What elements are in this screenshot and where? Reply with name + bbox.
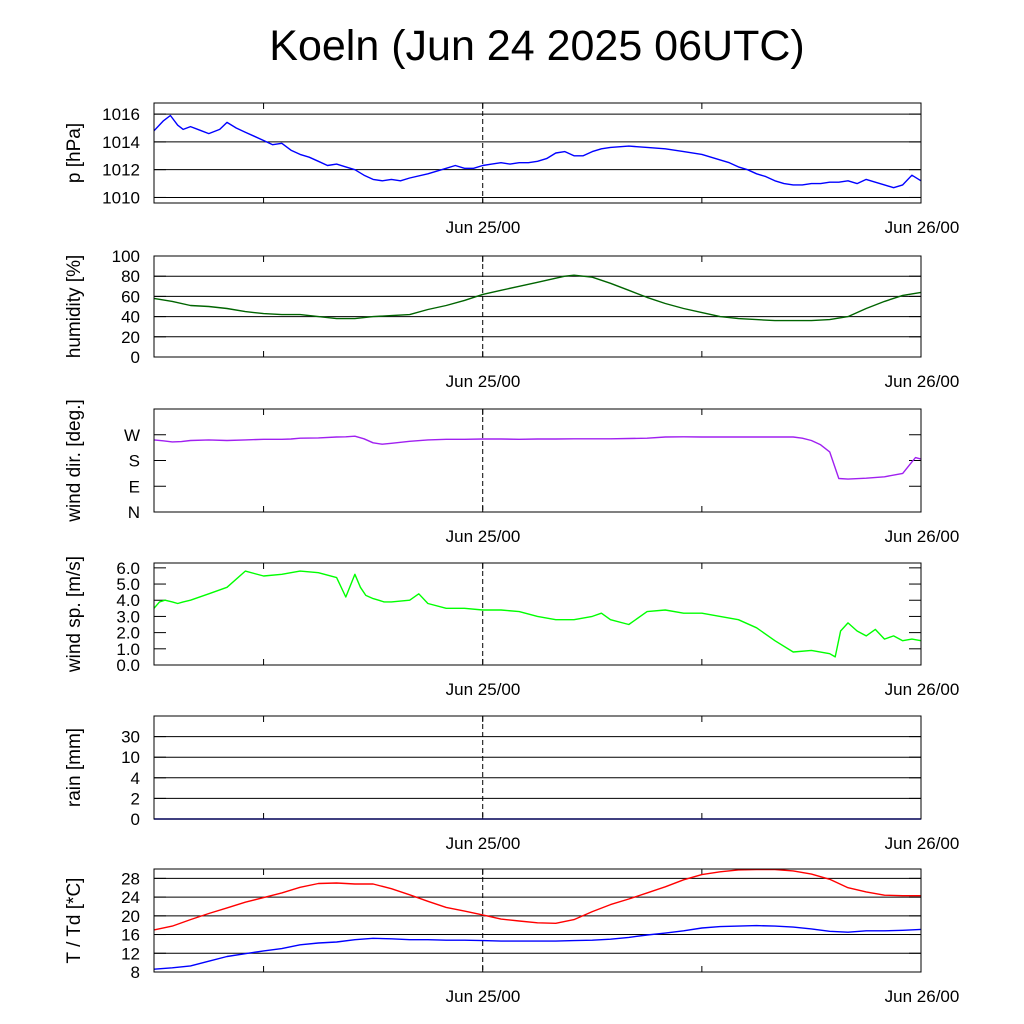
y-tick-label: 1.0 bbox=[116, 640, 140, 659]
x-tick-label: Jun 26/00 bbox=[885, 218, 960, 237]
y-tick-label: 40 bbox=[121, 308, 140, 327]
y-tick-label: 20 bbox=[121, 907, 140, 926]
y-tick-label: 24 bbox=[121, 888, 140, 907]
plot-frame bbox=[153, 715, 922, 820]
y-axis-label: p [hPa] bbox=[64, 123, 85, 183]
y-tick-label: W bbox=[124, 426, 140, 445]
series-line bbox=[153, 274, 922, 322]
plot-frame bbox=[153, 562, 922, 666]
y-tick-label: 10 bbox=[121, 748, 140, 767]
y-tick-label: 20 bbox=[121, 328, 140, 347]
y-tick-label: E bbox=[129, 477, 140, 496]
plot-frame bbox=[153, 255, 922, 358]
y-tick-label: 2 bbox=[131, 789, 140, 808]
y-tick-label: 12 bbox=[121, 944, 140, 963]
y-tick-label: 0.0 bbox=[116, 656, 140, 675]
y-tick-label: 3.0 bbox=[116, 607, 140, 626]
y-tick-label: 16 bbox=[121, 926, 140, 945]
y-axis-label: wind sp. [m/s] bbox=[64, 556, 85, 673]
y-axis-label: humidity [%] bbox=[64, 255, 85, 358]
y-tick-label: 1014 bbox=[102, 133, 140, 152]
series-line bbox=[153, 435, 922, 480]
y-tick-label: 8 bbox=[131, 963, 140, 982]
series-line bbox=[153, 114, 922, 189]
y-axis-label: wind dir. [deg.] bbox=[64, 399, 85, 523]
x-tick-label: Jun 25/00 bbox=[446, 680, 521, 699]
y-axis-label: T / Td [*C] bbox=[64, 878, 85, 964]
x-tick-label: Jun 25/00 bbox=[446, 987, 521, 1006]
panel-1: 1010 1012 1014 1016 Jun 25/00 Jun 26/00 p [hPa… bbox=[64, 102, 960, 237]
x-tick-label: Jun 25/00 bbox=[446, 218, 521, 237]
y-tick-label: 60 bbox=[121, 287, 140, 306]
y-tick-label: N bbox=[128, 503, 140, 522]
chart-title: Koeln (Jun 24 2025 06UTC) bbox=[269, 22, 805, 70]
y-axis-label: rain [mm] bbox=[64, 728, 85, 807]
x-tick-label: Jun 26/00 bbox=[885, 834, 960, 853]
y-tick-label: 1016 bbox=[102, 105, 140, 124]
y-tick-label: 4.0 bbox=[116, 591, 140, 610]
x-tick-label: Jun 26/00 bbox=[885, 372, 960, 391]
plot-frame bbox=[153, 408, 922, 513]
y-tick-label: 1012 bbox=[102, 161, 140, 180]
y-tick-label: 1010 bbox=[102, 188, 140, 207]
y-tick-label: 0 bbox=[131, 348, 140, 367]
series-line bbox=[153, 570, 922, 658]
panel-4: 0.01.02.03.04.05.06.0 Jun 25/00 Jun 26/00 w… bbox=[64, 556, 959, 699]
x-tick-label: Jun 25/00 bbox=[446, 527, 521, 546]
plot-frame bbox=[153, 102, 922, 204]
series-line bbox=[153, 924, 922, 970]
y-tick-label: S bbox=[129, 452, 140, 471]
y-tick-label: 5.0 bbox=[116, 575, 140, 594]
x-tick-label: Jun 25/00 bbox=[446, 834, 521, 853]
x-tick-label: Jun 26/00 bbox=[885, 987, 960, 1006]
x-tick-label: Jun 26/00 bbox=[885, 527, 960, 546]
y-tick-label: 0 bbox=[131, 810, 140, 829]
y-tick-label: 2.0 bbox=[116, 624, 140, 643]
y-tick-label: 100 bbox=[112, 247, 140, 266]
y-tick-label: 4 bbox=[131, 769, 140, 788]
y-tick-label: 28 bbox=[121, 869, 140, 888]
y-tick-label: 6.0 bbox=[116, 559, 140, 578]
series-line bbox=[153, 868, 921, 931]
x-tick-label: Jun 26/00 bbox=[885, 680, 960, 699]
y-tick-label: 80 bbox=[121, 267, 140, 286]
x-tick-label: Jun 25/00 bbox=[446, 372, 521, 391]
plot-frame bbox=[153, 868, 922, 973]
y-tick-label: 30 bbox=[121, 728, 140, 747]
